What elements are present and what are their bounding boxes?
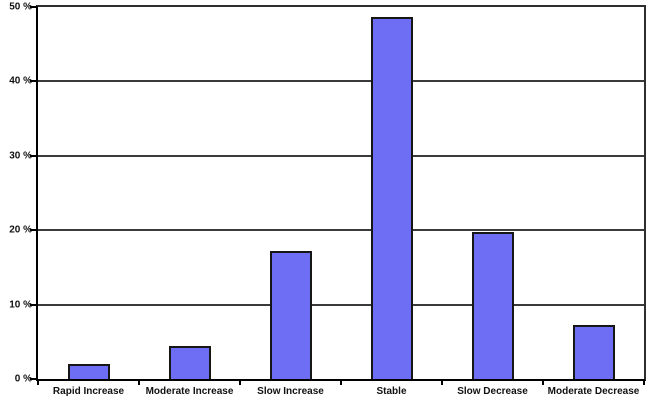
y-tick-label-20: 20 % [9, 224, 32, 236]
bar-rapid-increase [67, 364, 110, 379]
gridline-30 [38, 154, 644, 157]
x-axis-tick-0 [37, 379, 39, 385]
y-tick-label-50: 50 % [9, 1, 32, 13]
x-category-label-slow-decrease: Slow Decrease [457, 386, 528, 397]
x-axis-tick-1 [138, 379, 140, 385]
y-tick-label-30: 30 % [9, 150, 32, 162]
x-axis-tick-4 [441, 379, 443, 385]
bar-stable [370, 17, 413, 379]
x-axis-tick-6 [643, 379, 645, 385]
gridline-20 [38, 229, 644, 232]
x-category-label-moderate-decrease: Moderate Decrease [547, 386, 640, 397]
y-axis-tick-50 [30, 6, 36, 8]
x-category-label-rapid-increase: Rapid Increase [52, 386, 125, 397]
y-tick-label-40: 40 % [9, 75, 32, 87]
gridline-40 [38, 80, 644, 83]
y-axis-tick-20 [30, 229, 36, 232]
x-category-label-moderate-increase: Moderate Increase [145, 386, 234, 397]
bar-slow-increase [269, 251, 312, 379]
bar-moderate-decrease [572, 324, 615, 379]
bar-moderate-increase [168, 345, 211, 379]
x-axis-tick-3 [340, 379, 342, 385]
x-category-label-slow-increase: Slow Increase [257, 386, 324, 397]
x-axis-tick-2 [239, 379, 241, 385]
x-category-label-stable: Stable [376, 386, 407, 397]
x-axis-tick-5 [542, 379, 544, 385]
y-tick-label-10: 10 % [9, 299, 32, 311]
y-axis-tick-0 [30, 378, 36, 380]
y-tick-label-0: 0 % [14, 373, 32, 385]
y-axis-tick-10 [30, 303, 36, 306]
y-axis-tick-30 [30, 154, 36, 157]
bar-slow-decrease [471, 231, 514, 379]
gridline-10 [38, 303, 644, 306]
plot-area [36, 5, 646, 381]
y-axis-tick-40 [30, 80, 36, 83]
